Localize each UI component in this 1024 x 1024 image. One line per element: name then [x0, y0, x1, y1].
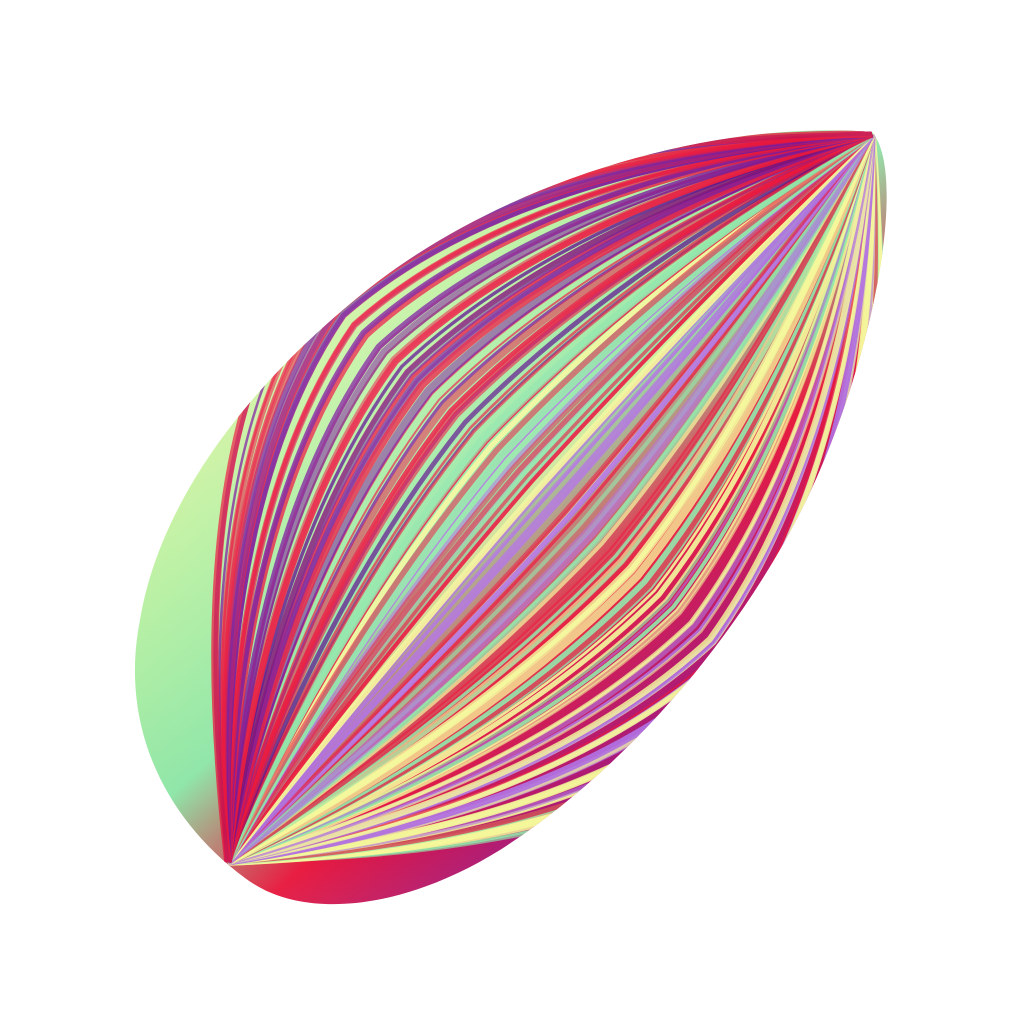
seed-body: [134, 130, 887, 905]
seed-illustration: [134, 130, 887, 905]
image-canvas: [134, 130, 887, 905]
seed-shading: [134, 130, 887, 905]
